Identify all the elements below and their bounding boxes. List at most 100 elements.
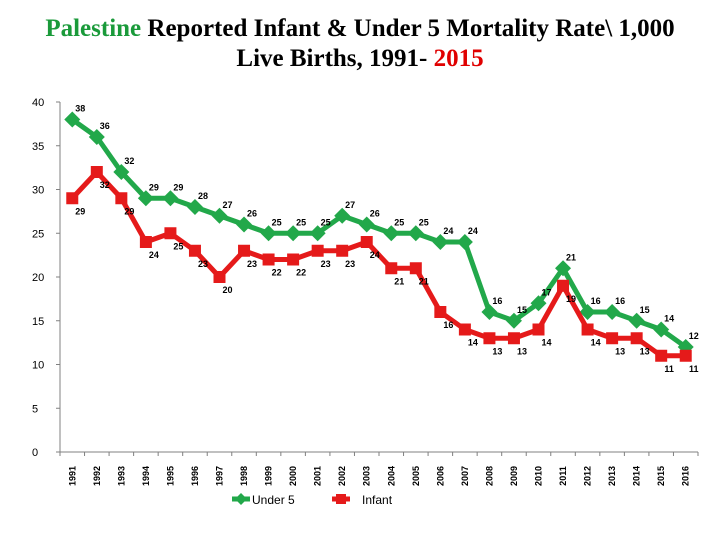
- data-label-infant: 13: [615, 346, 625, 356]
- title-line2: Live Births, 1991-: [236, 45, 434, 72]
- data-point-under5: [456, 234, 473, 250]
- data-label-under5: 16: [591, 296, 601, 306]
- x-tick-label: 1998: [239, 466, 249, 486]
- data-point-infant: [115, 192, 128, 205]
- data-point-infant: [679, 349, 692, 362]
- data-label-infant: 23: [198, 259, 208, 269]
- x-tick-label: 2010: [534, 466, 544, 486]
- data-point-under5: [628, 312, 645, 329]
- data-label-under5: 24: [443, 226, 453, 236]
- x-tick-label: 1999: [264, 466, 274, 486]
- x-tick-label: 2006: [435, 466, 445, 486]
- y-tick-label: 40: [32, 97, 44, 109]
- y-tick-label: 0: [32, 447, 38, 459]
- legend-marker-under5: [235, 493, 247, 505]
- data-label-infant: 16: [443, 320, 453, 330]
- x-tick-label: 2014: [632, 466, 642, 486]
- data-label-infant: 14: [541, 338, 551, 348]
- title-main: Reported Infant & Under 5 Mortality Rate…: [141, 15, 675, 42]
- data-point-infant: [287, 253, 300, 266]
- data-label-under5: 25: [272, 217, 282, 227]
- data-point-under5: [88, 129, 105, 145]
- data-point-infant: [606, 332, 619, 345]
- data-label-under5: 25: [394, 217, 404, 227]
- data-point-infant: [483, 332, 496, 345]
- data-label-under5: 25: [419, 217, 429, 227]
- data-point-under5: [285, 225, 302, 242]
- data-label-under5: 17: [541, 287, 551, 297]
- data-label-infant: 20: [222, 285, 232, 295]
- data-label-infant: 13: [492, 346, 502, 356]
- title-country: Palestine: [45, 15, 142, 42]
- data-point-infant: [581, 323, 594, 336]
- data-label-infant: 32: [100, 180, 110, 190]
- x-tick-label: 1991: [67, 466, 77, 486]
- data-point-infant: [213, 271, 226, 283]
- x-tick-label: 1995: [165, 466, 175, 486]
- x-tick-label: 2004: [386, 466, 396, 486]
- data-label-infant: 13: [517, 346, 527, 356]
- data-point-under5: [162, 190, 179, 207]
- data-point-under5: [334, 207, 351, 224]
- data-label-under5: 25: [296, 217, 306, 227]
- x-tick-label: 1992: [92, 466, 102, 486]
- x-tick-label: 2016: [681, 466, 691, 486]
- y-tick-label: 15: [32, 316, 44, 328]
- data-label-under5: 36: [100, 121, 110, 131]
- data-label-infant: 22: [272, 268, 282, 278]
- x-tick-label: 2015: [656, 466, 666, 486]
- x-tick-label: 2005: [411, 466, 421, 486]
- data-point-under5: [358, 216, 375, 233]
- y-tick-label: 5: [32, 403, 38, 415]
- data-point-infant: [238, 244, 251, 257]
- x-tick-label: 2008: [484, 466, 494, 486]
- x-tick-label: 1994: [141, 466, 151, 486]
- data-point-under5: [505, 312, 522, 329]
- series-under5: 38 36 32 29 29 28 27 26 25 25 25 27 26 25 25 24 24 16 15 17…: [64, 104, 699, 355]
- legend-label-under5: Under 5: [252, 493, 295, 507]
- data-point-infant: [188, 244, 201, 257]
- data-label-under5: 28: [198, 191, 208, 201]
- data-label-infant: 25: [173, 241, 183, 251]
- x-tick-label: 2002: [337, 466, 347, 486]
- data-point-infant: [434, 306, 447, 318]
- data-point-infant: [139, 236, 152, 248]
- data-label-under5: 16: [615, 296, 625, 306]
- data-label-under5: 26: [247, 209, 257, 219]
- data-label-infant: 11: [664, 364, 674, 374]
- x-tick-label: 2009: [509, 466, 519, 486]
- data-point-infant: [532, 323, 545, 336]
- data-point-under5: [260, 225, 277, 242]
- data-point-under5: [579, 304, 596, 320]
- data-point-infant: [90, 166, 103, 178]
- data-label-under5: 27: [222, 200, 232, 210]
- x-tick-label: 2013: [607, 466, 617, 486]
- data-point-under5: [407, 225, 424, 242]
- data-label-under5: 25: [321, 217, 331, 227]
- data-point-under5: [113, 164, 130, 180]
- data-point-infant: [557, 279, 570, 292]
- data-point-under5: [555, 260, 572, 277]
- data-label-under5: 26: [370, 209, 380, 219]
- data-label-under5: 12: [689, 331, 699, 341]
- x-tick-label: 2011: [558, 466, 568, 486]
- data-point-under5: [432, 234, 449, 250]
- chart-axes: 0 5 10 15 20 25 30 35 40 1991 1992 1993 1994 1995 1996…: [32, 97, 699, 486]
- data-label-under5: 38: [75, 104, 85, 114]
- data-label-under5: 15: [517, 305, 527, 315]
- data-label-under5: 29: [173, 182, 183, 192]
- data-point-infant: [336, 244, 349, 257]
- data-point-under5: [186, 199, 203, 215]
- data-label-infant: 22: [296, 268, 306, 278]
- data-point-infant: [66, 192, 79, 205]
- data-point-under5: [236, 216, 253, 233]
- data-label-under5: 29: [149, 182, 159, 192]
- data-label-under5: 15: [640, 305, 650, 315]
- data-point-infant: [262, 253, 275, 266]
- data-point-infant: [507, 332, 520, 345]
- data-label-under5: 24: [468, 226, 478, 236]
- x-tick-label: 2012: [583, 466, 593, 486]
- data-label-infant: 21: [394, 276, 404, 286]
- data-point-under5: [383, 225, 400, 242]
- data-label-infant: 24: [370, 250, 380, 260]
